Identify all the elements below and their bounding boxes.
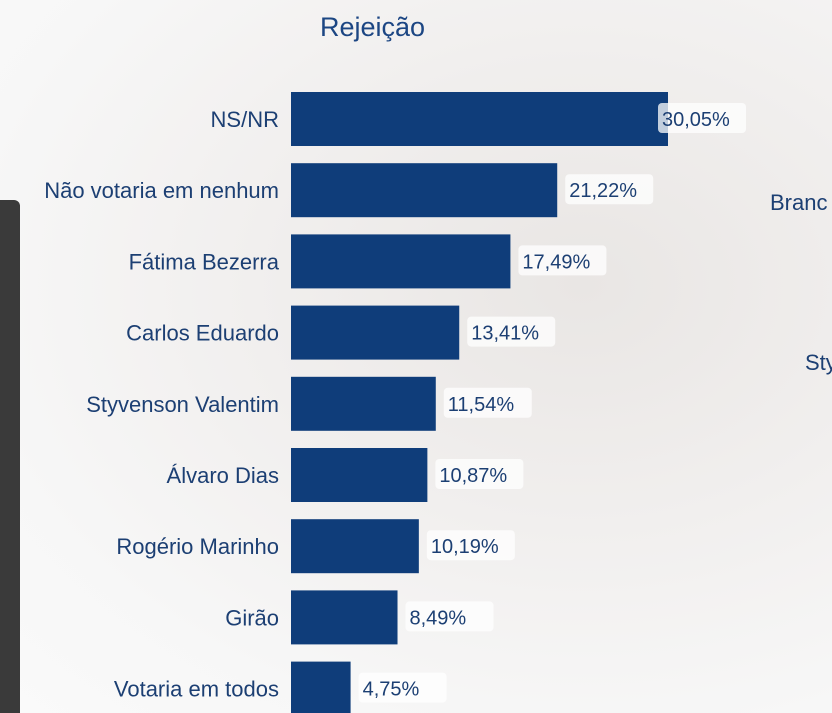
value-label: 17,49%: [522, 251, 590, 273]
chart-title: Rejeição: [320, 12, 426, 42]
value-label-bg: [358, 672, 447, 703]
value-label-bg: [443, 387, 532, 418]
value-label-bg: [435, 459, 524, 489]
partial-label-branco: Branc: [770, 190, 828, 215]
category-label: Álvaro Dias: [167, 463, 279, 488]
category-label: Girão: [225, 605, 279, 630]
value-label-bg: [405, 601, 494, 632]
category-label: Styvenson Valentim: [86, 392, 279, 417]
left-dark-panel: [0, 200, 20, 713]
value-label: 30,05%: [662, 109, 730, 131]
bar: [291, 163, 558, 218]
category-label: Votaria em todos: [114, 677, 279, 702]
bar: [291, 519, 419, 574]
category-label: Não votaria em nenhum: [44, 178, 279, 203]
value-label: 13,41%: [471, 323, 539, 345]
bar: [291, 661, 351, 713]
bar: [291, 305, 460, 360]
value-label: 4,75%: [363, 679, 420, 701]
value-label-bg: [518, 245, 607, 276]
bar: [291, 234, 511, 289]
value-label-bg: [426, 530, 515, 561]
category-label: Rogério Marinho: [116, 534, 279, 559]
value-label-bg: [467, 316, 556, 347]
value-label: 8,49%: [410, 607, 467, 629]
category-label: NS/NR: [211, 107, 279, 132]
value-label-bg: [658, 103, 746, 133]
value-label: 10,19%: [431, 536, 499, 558]
partial-label-sty: Sty: [805, 350, 832, 375]
value-label: 11,54%: [448, 394, 515, 416]
bar: [291, 92, 668, 146]
bar: [291, 590, 398, 645]
value-label: 21,22%: [569, 180, 637, 202]
bar: [291, 376, 436, 431]
bar: [291, 448, 428, 502]
category-label: Fátima Bezerra: [129, 249, 280, 274]
value-label-bg: [565, 174, 654, 205]
category-label: Carlos Eduardo: [126, 321, 279, 346]
value-label: 10,87%: [439, 465, 507, 487]
